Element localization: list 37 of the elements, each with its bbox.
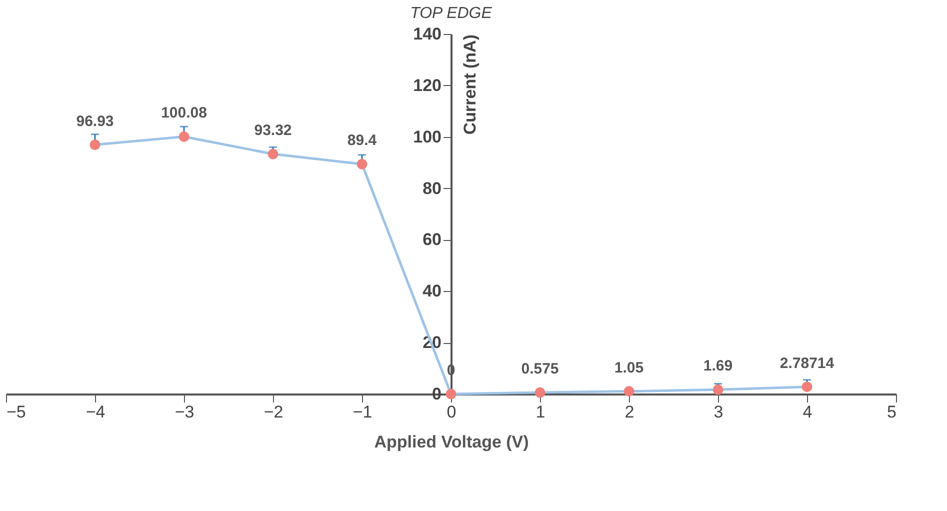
data-label: 2.78714 — [780, 354, 835, 372]
x-tick-label: 2 — [624, 402, 634, 422]
y-tick-label: 140 — [413, 24, 442, 44]
point — [446, 388, 456, 400]
y-tick-label: 100 — [413, 127, 442, 146]
x-tick-label: 1 — [536, 402, 546, 422]
data-label: 1.69 — [703, 358, 733, 375]
data-label: 1.05 — [614, 359, 644, 376]
point — [712, 384, 724, 395]
x-tick-label: −1 — [352, 402, 372, 422]
x-axis-title: Applied Voltage (V) — [374, 432, 529, 452]
point — [268, 148, 278, 160]
x-tick-label: 3 — [714, 402, 724, 422]
y-tick-label: 120 — [413, 76, 442, 95]
x-tick-label: −2 — [264, 402, 284, 422]
data-label: 0.575 — [521, 360, 559, 378]
chart-title: TOP EDGE — [410, 5, 492, 22]
y-axis-title: Current (nA) — [460, 34, 480, 135]
x-tick-label: 0 — [446, 402, 456, 422]
x-tick-label: −4 — [86, 402, 106, 422]
y-tick-label: 40 — [422, 282, 442, 301]
point — [534, 387, 546, 398]
data-label: 96.93 — [76, 112, 114, 130]
data-label: 93.32 — [254, 122, 292, 140]
point — [802, 382, 812, 392]
point — [90, 140, 100, 150]
y-tick-label: 60 — [422, 230, 442, 250]
point — [356, 158, 368, 170]
x-tick-label: 5 — [887, 402, 896, 422]
point — [178, 131, 190, 142]
y-tick-label: 80 — [422, 178, 442, 198]
point — [624, 386, 634, 397]
x-tick-label: −3 — [174, 402, 194, 422]
data-label: 89.4 — [347, 132, 378, 150]
x-tick-label: −5 — [6, 402, 26, 422]
data-label: 100.08 — [161, 104, 207, 122]
x-tick-label: 4 — [802, 402, 812, 422]
